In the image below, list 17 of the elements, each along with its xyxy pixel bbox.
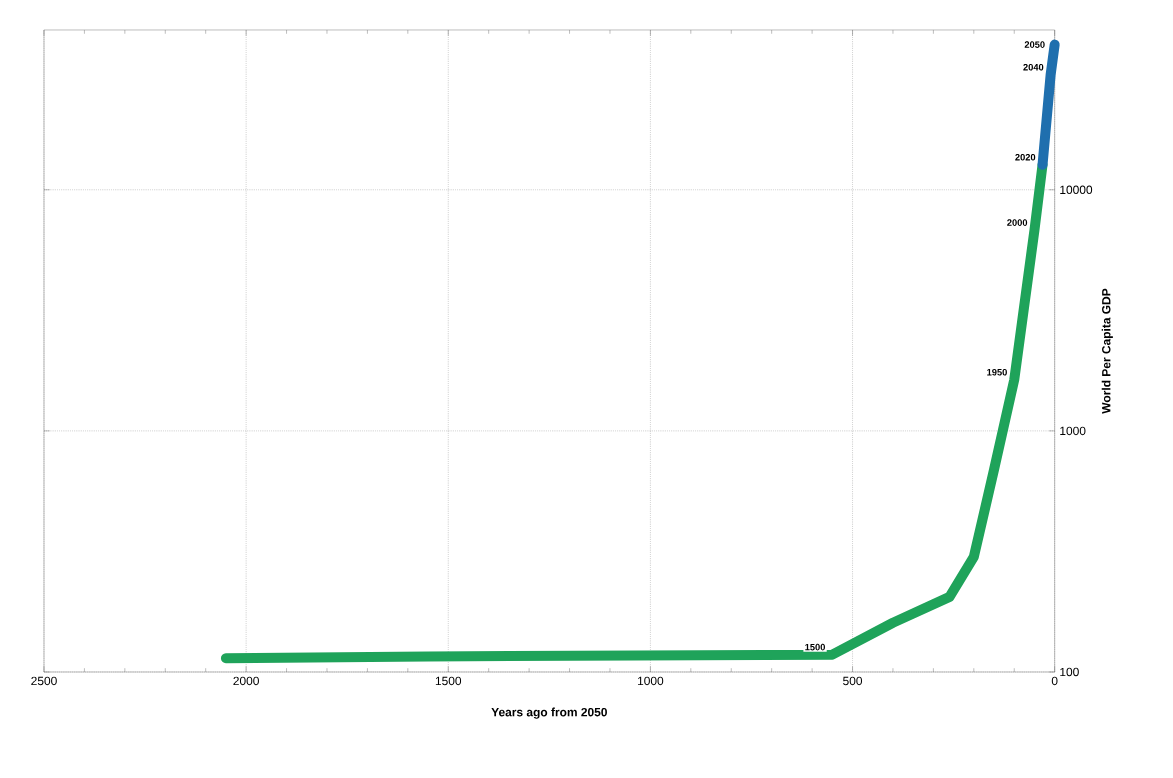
x-tick-label: 1500	[435, 676, 462, 686]
x-tick-label: 2000	[233, 676, 259, 686]
x-tick-label: 1000	[638, 676, 664, 686]
annotation: 2020	[1015, 153, 1036, 161]
annotation: 2040	[1023, 63, 1044, 71]
annotation: 1500	[805, 643, 825, 651]
x-tick-label: 500	[843, 676, 863, 686]
y-tick-label: 1000	[1060, 426, 1086, 436]
x-axis-title: Years ago from 2050	[491, 707, 607, 719]
x-tick-label: 2500	[31, 676, 57, 686]
annotation: 1950	[987, 368, 1007, 376]
x-tick-label: 0	[1051, 676, 1058, 686]
y-tick-label: 100	[1060, 667, 1079, 677]
annotation: 2000	[1007, 219, 1028, 226]
y-tick-label: 10000	[1060, 185, 1093, 195]
annotation: 2050	[1024, 41, 1045, 48]
y-axis-title: World Per Capita GDP	[1101, 288, 1113, 414]
